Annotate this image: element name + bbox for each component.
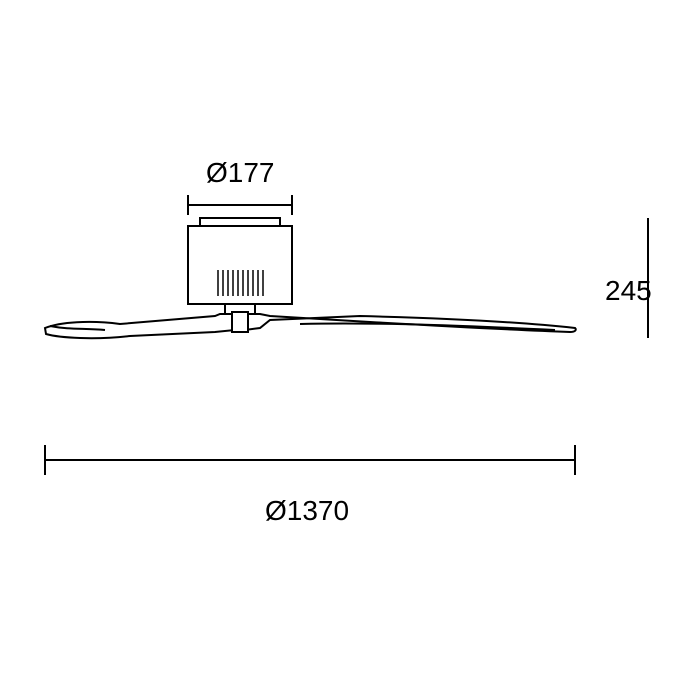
fan-blades: [45, 312, 576, 338]
label-total-diameter: Ø1370: [265, 495, 349, 526]
label-height: 245: [605, 275, 652, 306]
technical-drawing: Ø177 245 Ø1370: [0, 0, 696, 696]
dimension-motor-diameter: [188, 195, 292, 215]
label-motor-diameter: Ø177: [206, 157, 275, 188]
motor-housing: [188, 218, 292, 314]
dimension-total-diameter: [45, 445, 575, 475]
